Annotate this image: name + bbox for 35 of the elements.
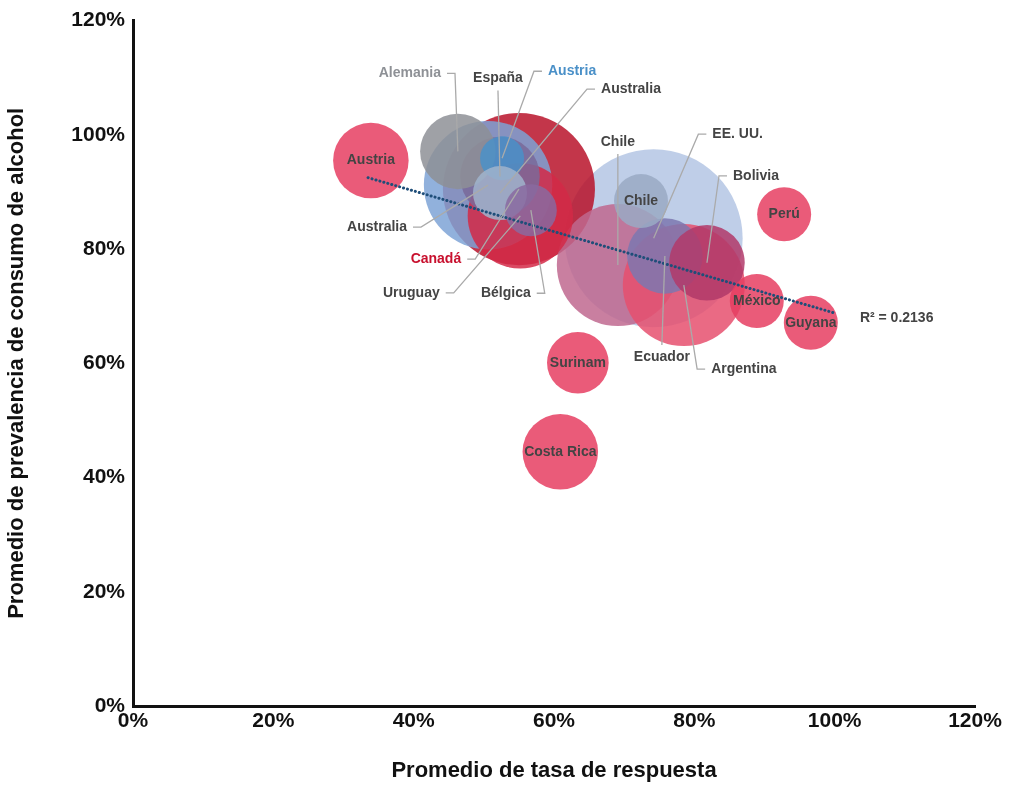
x-tick-label: 60% [532,708,576,732]
x-tick-label: 100% [807,708,862,732]
y-tick-label: 100% [71,121,126,145]
x-axis-title: Promedio de tasa de respuesta [391,756,718,782]
y-tick-label: 60% [82,350,126,374]
annotation: Ecuador [633,347,691,364]
annotation: Australia [601,79,662,96]
annotation: Perú [768,205,800,222]
annotation: Chile [623,191,659,208]
annotation: España [473,69,524,86]
y-tick-label: 80% [82,235,126,259]
annotation: EE. UU. [712,125,763,142]
y-tick-label: 120% [71,7,126,31]
annotation: Bolivia [733,166,780,183]
x-tick-label: 20% [252,708,295,732]
y-tick-label: 40% [82,464,126,488]
annotation: R² = 0.2136 [859,308,934,325]
annotation: Costa Rica [524,442,597,459]
x-tick-label: 80% [673,708,716,732]
x-tick-label: 40% [392,708,436,732]
y-tick-label: 20% [82,578,126,602]
annotation: Guyana [785,313,837,330]
annotation: Canadá [410,249,462,266]
y-axis-title: Promedio de prevalencia de consumo de alcohol [3,107,29,619]
annotation: Bélgica [480,284,531,301]
annotation: Chile [600,132,636,149]
annotation: Alemania [378,64,442,81]
annotation: Surinam [549,353,606,370]
annotation: Uruguay [382,283,440,300]
annotation: Australia [347,217,408,234]
annotation: Austria [346,151,396,168]
x-tick-label: 120% [948,708,1003,732]
annotation: Argentina [711,359,777,376]
annotation: Austria [547,62,597,79]
annotation: México [733,291,781,308]
